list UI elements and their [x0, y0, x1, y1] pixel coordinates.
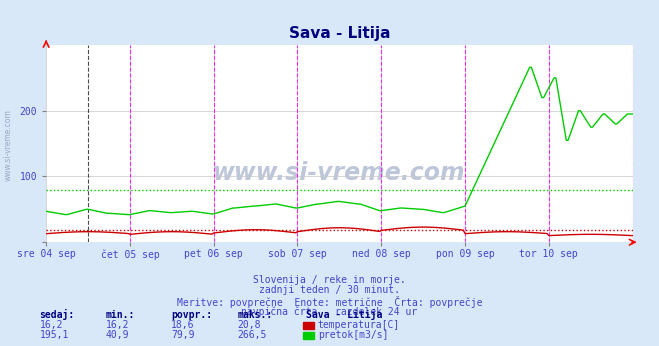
Text: zadnji teden / 30 minut.: zadnji teden / 30 minut.	[259, 285, 400, 295]
Text: 18,6: 18,6	[171, 320, 195, 330]
Text: temperatura[C]: temperatura[C]	[318, 320, 400, 330]
Text: maks.:: maks.:	[237, 310, 272, 320]
Text: www.si-vreme.com: www.si-vreme.com	[3, 109, 13, 181]
Text: 79,9: 79,9	[171, 330, 195, 340]
Text: sedaj:: sedaj:	[40, 309, 74, 320]
Text: 20,8: 20,8	[237, 320, 261, 330]
Text: povpr.:: povpr.:	[171, 310, 212, 320]
Text: 40,9: 40,9	[105, 330, 129, 340]
Text: min.:: min.:	[105, 310, 135, 320]
Text: 16,2: 16,2	[105, 320, 129, 330]
Text: 195,1: 195,1	[40, 330, 69, 340]
Text: Sava - Litija: Sava - Litija	[306, 309, 383, 320]
Text: 16,2: 16,2	[40, 320, 63, 330]
Title: Sava - Litija: Sava - Litija	[289, 26, 390, 41]
Text: Meritve: povprečne  Enote: metrične  Črta: povprečje: Meritve: povprečne Enote: metrične Črta:…	[177, 296, 482, 308]
Text: 266,5: 266,5	[237, 330, 267, 340]
Text: Slovenija / reke in morje.: Slovenija / reke in morje.	[253, 275, 406, 285]
Text: www.si-vreme.com: www.si-vreme.com	[213, 161, 466, 185]
Text: pretok[m3/s]: pretok[m3/s]	[318, 330, 388, 340]
Text: navpična črta - razdelek 24 ur: navpična črta - razdelek 24 ur	[241, 306, 418, 317]
